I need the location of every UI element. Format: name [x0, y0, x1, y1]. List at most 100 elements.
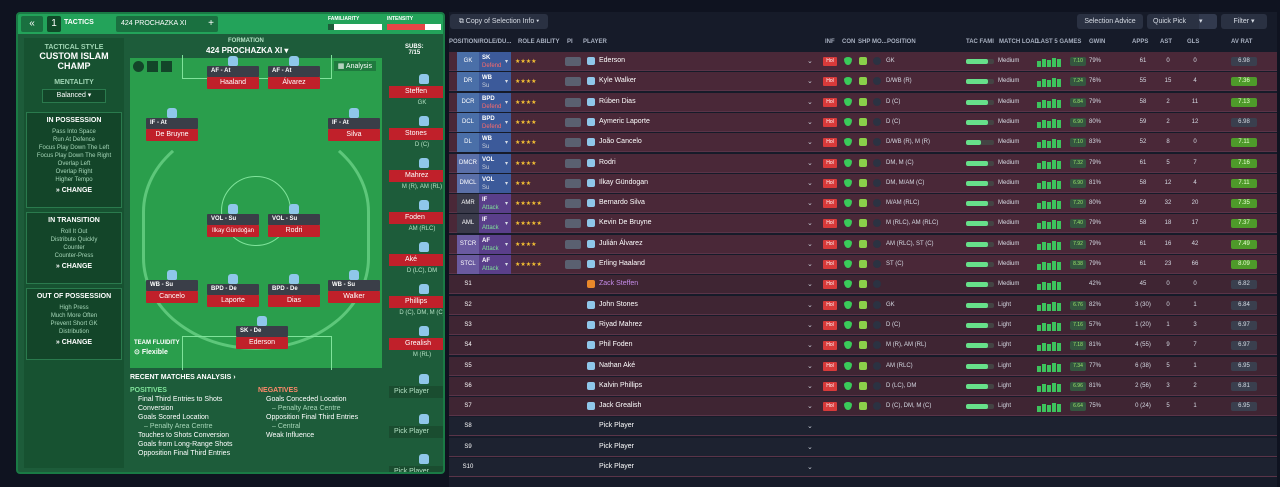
row-player-name[interactable]: Julián Álvarez: [599, 239, 643, 247]
sub-player-card[interactable]: Stones: [389, 128, 443, 140]
chevron-down-icon[interactable]: ⌄: [807, 403, 813, 411]
table-row[interactable]: S6 Kalvin Phillips ⌄ Hol D (LC), DM Light 6.96…: [449, 376, 1277, 396]
role-dropdown-icon[interactable]: ▾: [505, 99, 509, 106]
row-player-name[interactable]: Pick Player: [599, 422, 635, 430]
row-player-name[interactable]: Erling Haaland: [599, 260, 645, 267]
mentality-dropdown[interactable]: Balanced ▾: [42, 89, 106, 103]
pitch-player-card[interactable]: BPD - De Laporte: [207, 274, 259, 308]
chevron-down-icon[interactable]: ⌄: [807, 301, 813, 309]
sub-player-card[interactable]: Steffen: [389, 86, 443, 98]
table-row[interactable]: S2 John Stones ⌄ Hol GK Light 6.76 82% 3 (30) 0 1 6…: [449, 295, 1277, 315]
tactic-slot-number[interactable]: 1: [47, 16, 61, 32]
row-role[interactable]: WB Su: [479, 72, 511, 92]
quick-pick-button[interactable]: Quick Pick ▾: [1147, 14, 1217, 29]
back-icon[interactable]: «: [21, 16, 43, 32]
table-row[interactable]: AMR IF Attack ▾ ★★★★★ Bernardo Silva ⌄ Hol M/AM …: [449, 194, 1277, 214]
chevron-down-icon[interactable]: ⌄: [807, 362, 813, 370]
chevron-down-icon[interactable]: ⌄: [807, 159, 813, 167]
column-header[interactable]: CON: [842, 39, 856, 45]
player-instructions-icon[interactable]: [565, 158, 581, 168]
table-row[interactable]: S10 Pick Player ⌄: [449, 458, 1277, 477]
pitch-player-card[interactable]: VOL - Su Ilkay Gündoğan: [207, 204, 259, 238]
table-row[interactable]: S9 Pick Player ⌄: [449, 437, 1277, 457]
chevron-down-icon[interactable]: ⌄: [807, 261, 813, 268]
row-role[interactable]: AF Attack: [479, 234, 511, 254]
column-header[interactable]: MATCH LOAD: [999, 39, 1039, 45]
tactical-style-name[interactable]: CUSTOM ISLAM CHAMP: [39, 51, 109, 71]
row-role[interactable]: IF Attack: [479, 214, 511, 234]
sub-player-card[interactable]: Phillips: [389, 296, 443, 308]
player-instructions-icon[interactable]: [565, 117, 581, 127]
row-player-name[interactable]: Jack Grealish: [599, 402, 642, 410]
pitch-player-card[interactable]: SK - De Ederson: [236, 316, 288, 350]
role-dropdown-icon[interactable]: ▾: [505, 119, 509, 126]
chevron-down-icon[interactable]: ⌄: [807, 200, 813, 208]
filter-button[interactable]: Filter ▾: [1221, 14, 1267, 29]
chevron-down-icon[interactable]: ⌄: [807, 382, 813, 390]
table-row[interactable]: STCR AF Attack ▾ ★★★★ Julián Álvarez ⌄ Hol AM (R…: [449, 234, 1277, 254]
tactic-name-tab[interactable]: 424 PROCHAZKA XI: [116, 16, 212, 32]
table-row[interactable]: DL WB Su ▾ ★★★★ João Cancelo ⌄ Hol D/WB (R), M (…: [449, 133, 1277, 153]
pitch-player-card[interactable]: AF - At Haaland: [207, 56, 259, 90]
row-player-name[interactable]: Pick Player: [599, 463, 635, 470]
column-header[interactable]: GWIN: [1089, 39, 1106, 45]
column-header[interactable]: MO...: [872, 39, 887, 45]
table-row[interactable]: DMCR VOL Su ▾ ★★★★ Rodri ⌄ Hol DM, M (C) Medium 7.…: [449, 153, 1277, 173]
row-player-name[interactable]: Rodri: [599, 158, 616, 166]
player-view-icon[interactable]: [133, 61, 144, 72]
table-row[interactable]: DCL BPD Defend ▾ ★★★★ Aymeric Laporte ⌄ Hol D (C…: [449, 112, 1277, 132]
sub-player-card[interactable]: Aké: [389, 254, 443, 266]
column-header[interactable]: POSITION/ROLE/DU...: [449, 39, 512, 45]
pitch-player-card[interactable]: WB - Su Walker: [328, 270, 380, 304]
chevron-down-icon[interactable]: ⌄: [807, 58, 813, 65]
formation-name[interactable]: 424 PROCHAZKA XI ▾: [206, 46, 289, 55]
in-possession-change-button[interactable]: » CHANGE: [55, 187, 93, 194]
chevron-down-icon[interactable]: ⌄: [807, 220, 813, 228]
column-header[interactable]: PLAYER: [583, 39, 607, 45]
chevron-down-icon[interactable]: ⌄: [807, 423, 813, 431]
row-role[interactable]: AF Attack: [479, 255, 511, 274]
chevron-down-icon[interactable]: ⌄: [807, 78, 813, 86]
row-role[interactable]: BPD Defend: [479, 92, 511, 112]
table-row[interactable]: DMCL VOL Su ▾ ★★★ Ilkay Gündogan ⌄ Hol DM, M/AM …: [449, 173, 1277, 193]
role-dropdown-icon[interactable]: ▾: [505, 59, 509, 65]
row-player-name[interactable]: Riyad Mahrez: [599, 320, 643, 328]
table-row[interactable]: S8 Pick Player ⌄: [449, 417, 1277, 437]
row-player-name[interactable]: Kevin De Bruyne: [599, 219, 652, 227]
pitch-player-card[interactable]: VOL - Su Rodri: [268, 204, 320, 238]
row-player-name[interactable]: Bernardo Silva: [599, 199, 645, 207]
add-tactic-button[interactable]: +: [204, 16, 218, 32]
row-player-name[interactable]: Ederson: [599, 57, 626, 64]
row-role[interactable]: VOL Su: [479, 153, 511, 173]
column-header[interactable]: AV RAT: [1231, 39, 1253, 45]
chevron-down-icon[interactable]: ⌄: [807, 321, 813, 329]
column-header[interactable]: LAST 5 GAMES: [1037, 39, 1082, 45]
copy-selection-info-button[interactable]: ⧉ Copy of Selection Info ▾: [450, 14, 548, 29]
sub-player-card[interactable]: Grealish: [389, 338, 443, 350]
row-player-name[interactable]: Phil Foden: [599, 341, 633, 349]
player-instructions-icon[interactable]: [565, 199, 581, 209]
column-header[interactable]: GLS: [1187, 39, 1200, 45]
role-dropdown-icon[interactable]: ▾: [505, 79, 509, 86]
row-player-name[interactable]: João Cancelo: [599, 138, 642, 146]
chevron-down-icon[interactable]: ⌄: [807, 179, 813, 187]
sub-player-card[interactable]: Foden: [389, 212, 443, 224]
column-header[interactable]: AST: [1160, 39, 1172, 45]
role-dropdown-icon[interactable]: ▾: [505, 160, 509, 167]
column-header[interactable]: APPS: [1132, 39, 1149, 45]
role-dropdown-icon[interactable]: ▾: [505, 140, 509, 147]
role-dropdown-icon[interactable]: ▾: [505, 241, 509, 248]
recent-title[interactable]: RECENT MATCHES ANALYSIS ›: [130, 374, 236, 381]
pick-player-dropdown[interactable]: Pick Player: [389, 386, 443, 398]
table-row[interactable]: AML IF Attack ▾ ★★★★★ Kevin De Bruyne ⌄ Hol M (R…: [449, 214, 1277, 234]
row-role[interactable]: IF Attack: [479, 194, 511, 214]
pitch-player-card[interactable]: AF - At Álvarez: [268, 56, 320, 90]
pitch-player-card[interactable]: IF - At Silva: [328, 108, 380, 142]
table-row[interactable]: DR WB Su ▾ ★★★★ Kyle Walker ⌄ Hol D/WB (R) Medium…: [449, 72, 1277, 92]
table-row[interactable]: S7 Jack Grealish ⌄ Hol D (C), DM, M (C) Light…: [449, 397, 1277, 417]
row-player-name[interactable]: Aymeric Laporte: [599, 117, 650, 125]
table-row[interactable]: S3 Riyad Mahrez ⌄ Hol D (C) Light 7.16 57% 1 (20…: [449, 315, 1277, 335]
row-player-name[interactable]: Kalvin Phillips: [599, 381, 643, 389]
column-header[interactable]: INF: [825, 39, 835, 45]
pitch-player-card[interactable]: WB - Su Cancelo: [146, 270, 198, 304]
